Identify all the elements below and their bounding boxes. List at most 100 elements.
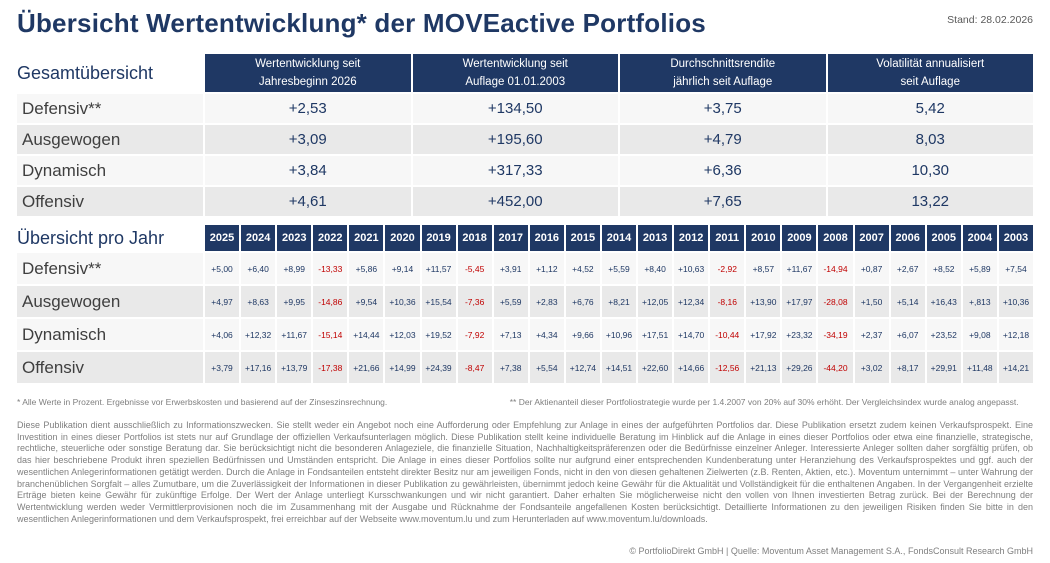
year-value: +12,03: [385, 319, 420, 350]
overview-section-label: Gesamtübersicht: [17, 62, 154, 83]
year-value: +8,57: [746, 253, 781, 284]
portfolio-label: Offensiv: [17, 352, 203, 383]
year-value: +11,67: [277, 319, 312, 350]
year-column-header: 2013: [638, 225, 673, 251]
overview-value: +7,65: [620, 187, 826, 216]
overview-column-header: Wertentwicklung seit Auflage 01.01.2003: [412, 54, 618, 92]
year-value: +9,66: [565, 319, 600, 350]
year-value: -13,33: [313, 253, 348, 284]
portfolio-label: Ausgewogen: [17, 286, 203, 317]
year-value: +7,13: [493, 319, 528, 350]
year-value: +7,38: [493, 352, 528, 383]
year-value: +5,59: [601, 253, 637, 284]
year-value: +9,54: [349, 286, 384, 317]
year-value: +12,18: [998, 319, 1033, 350]
year-column-header: 2017: [493, 225, 528, 251]
year-value: +11,57: [421, 253, 456, 284]
overview-value: 13,22: [827, 187, 1033, 216]
year-value: +8,63: [241, 286, 276, 317]
portfolio-label: Dynamisch: [17, 319, 203, 350]
overview-value: +452,00: [412, 187, 618, 216]
year-column-header: 2011: [710, 225, 745, 251]
year-value: -14,94: [818, 253, 853, 284]
year-value: +1,50: [854, 286, 889, 317]
footnotes: * Alle Werte in Prozent. Ergebnisse vor …: [17, 397, 1033, 407]
year-column-header: 2018: [457, 225, 492, 251]
year-value: +3,02: [854, 352, 889, 383]
year-value: +5,89: [962, 253, 997, 284]
overview-value: 8,03: [827, 125, 1033, 154]
year-value: +15,54: [421, 286, 456, 317]
year-value: +29,91: [926, 352, 961, 383]
year-value: +19,52: [421, 319, 456, 350]
year-column-header: 2003: [998, 225, 1033, 251]
year-column-header: 2004: [962, 225, 997, 251]
year-column-header: 2022: [313, 225, 348, 251]
year-column-header: 2015: [565, 225, 600, 251]
year-column-header: 2019: [421, 225, 456, 251]
year-value: +16,43: [926, 286, 961, 317]
year-value: +3,79: [205, 352, 240, 383]
year-value: +2,37: [854, 319, 889, 350]
overview-value: +195,60: [412, 125, 618, 154]
year-value: +14,44: [349, 319, 384, 350]
portfolio-label: Dynamisch: [17, 156, 203, 185]
overview-value: +3,75: [620, 94, 826, 123]
year-value: -28,08: [818, 286, 853, 317]
year-value: +6,76: [565, 286, 600, 317]
year-value: +13,79: [277, 352, 312, 383]
portfolio-label: Defensiv**: [17, 253, 203, 284]
year-column-header: 2009: [782, 225, 817, 251]
overview-value: +4,61: [205, 187, 411, 216]
year-value: +10,63: [674, 253, 709, 284]
per-year-section-label: Übersicht pro Jahr: [17, 227, 165, 248]
year-value: +24,39: [421, 352, 456, 383]
year-column-header: 2016: [529, 225, 564, 251]
year-column-header: 2021: [349, 225, 384, 251]
year-value: +14,70: [674, 319, 709, 350]
year-value: -7,92: [457, 319, 492, 350]
year-value: +22,60: [638, 352, 673, 383]
overview-value: +6,36: [620, 156, 826, 185]
year-value: -2,92: [710, 253, 745, 284]
year-value: +5,00: [205, 253, 240, 284]
year-value: +11,48: [962, 352, 997, 383]
year-value: +8,99: [277, 253, 312, 284]
year-value: +12,74: [565, 352, 600, 383]
year-value: +23,52: [926, 319, 961, 350]
year-value: -5,45: [457, 253, 492, 284]
year-value: +14,66: [674, 352, 709, 383]
year-column-header: 2012: [674, 225, 709, 251]
footer-source: © PortfolioDirekt GmbH | Quelle: Moventu…: [629, 546, 1033, 556]
year-value: +,813: [962, 286, 997, 317]
year-value: +9,08: [962, 319, 997, 350]
year-value: +9,14: [385, 253, 420, 284]
portfolio-label: Ausgewogen: [17, 125, 203, 154]
overview-value: +3,09: [205, 125, 411, 154]
year-value: +10,96: [601, 319, 637, 350]
year-value: -8,47: [457, 352, 492, 383]
year-value: +17,92: [746, 319, 781, 350]
overview-column-header: Durchschnittsrendite jährlich seit Auflag…: [620, 54, 826, 92]
overview-value: +2,53: [205, 94, 411, 123]
year-value: +8,21: [601, 286, 637, 317]
year-value: +3,91: [493, 253, 528, 284]
year-value: -7,36: [457, 286, 492, 317]
per-year-table: Übersicht pro Jahr 2025 2024 2023 2022 2021 2…: [17, 225, 1033, 383]
year-value: +17,16: [241, 352, 276, 383]
year-value: -34,19: [818, 319, 853, 350]
year-column-header: 2025: [205, 225, 240, 251]
year-value: +10,36: [385, 286, 420, 317]
year-value: -15,14: [313, 319, 348, 350]
overview-value: 5,42: [827, 94, 1033, 123]
portfolio-label: Offensiv: [17, 187, 203, 216]
year-value: +5,54: [529, 352, 564, 383]
overview-value: +317,33: [412, 156, 618, 185]
year-column-header: 2023: [277, 225, 312, 251]
footnote-equity-share: ** Der Aktienanteil dieser Portfoliostra…: [509, 397, 1019, 407]
year-value: -10,44: [710, 319, 745, 350]
year-value: +6,07: [890, 319, 925, 350]
year-column-header: 2024: [241, 225, 276, 251]
year-value: -8,16: [710, 286, 745, 317]
overview-value: +3,84: [205, 156, 411, 185]
